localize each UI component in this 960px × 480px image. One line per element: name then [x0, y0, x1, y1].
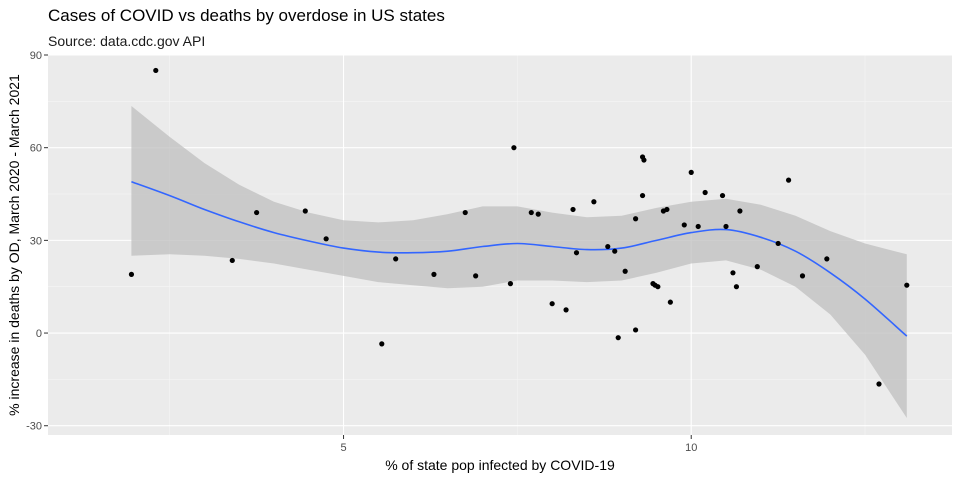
x-tick-label: 5: [340, 442, 346, 454]
data-point: [702, 189, 708, 196]
data-point: [641, 157, 647, 163]
data-point: [615, 335, 621, 341]
data-point: [393, 256, 399, 262]
data-point: [462, 209, 468, 216]
data-point: [128, 271, 135, 277]
data-point: [379, 341, 385, 347]
data-point: [688, 169, 694, 175]
y-axis-title: % increase in deaths by OD, March 2020 -…: [6, 74, 22, 416]
data-point: [528, 209, 534, 216]
data-point: [785, 177, 792, 183]
y-tick-label: 90: [30, 50, 42, 62]
x-tick-label: 10: [685, 442, 697, 454]
data-point: [719, 192, 726, 199]
data-point: [535, 211, 541, 217]
data-point: [799, 273, 806, 279]
data-point: [323, 236, 329, 242]
chart-title: Cases of COVID vs deaths by overdose in …: [48, 6, 445, 25]
data-point: [612, 248, 618, 254]
data-point: [876, 381, 882, 387]
x-axis-title: % of state pop infected by COVID-19: [385, 457, 615, 473]
data-point: [622, 268, 628, 274]
data-point: [591, 199, 597, 205]
data-point: [824, 256, 830, 262]
data-point: [730, 270, 736, 276]
chart-subtitle: Source: data.cdc.gov API: [48, 33, 206, 49]
x-axis: 5 10: [340, 435, 697, 454]
data-point: [904, 282, 910, 288]
data-point: [723, 223, 729, 230]
data-point: [737, 208, 743, 214]
data-point: [655, 284, 661, 290]
data-point: [229, 257, 235, 264]
data-point: [549, 301, 555, 307]
data-point: [473, 273, 479, 279]
confidence-band: [131, 106, 907, 418]
data-point: [633, 216, 639, 222]
y-axis: -30 0 30 60 90: [26, 50, 48, 433]
y-tick-label: 60: [30, 143, 42, 155]
data-point: [605, 243, 611, 250]
y-tick-label: -30: [26, 421, 42, 433]
data-point: [507, 281, 514, 287]
data-point: [431, 271, 437, 277]
data-point: [254, 209, 260, 216]
data-point: [695, 223, 701, 230]
data-point: [754, 264, 760, 270]
data-point: [664, 206, 670, 213]
data-points: [128, 67, 910, 387]
data-point: [570, 206, 576, 213]
data-point: [639, 192, 646, 199]
data-point: [563, 307, 569, 313]
y-tick-label: 0: [36, 328, 42, 340]
data-point: [302, 208, 308, 214]
data-point: [733, 284, 740, 290]
data-point: [511, 145, 517, 151]
y-tick-label: 30: [30, 235, 42, 247]
data-point: [681, 222, 687, 228]
data-point: [667, 299, 673, 305]
data-point: [775, 240, 781, 247]
data-point: [573, 250, 580, 256]
data-point: [633, 327, 639, 333]
smooth-line: [131, 180, 908, 337]
data-point: [153, 67, 159, 74]
